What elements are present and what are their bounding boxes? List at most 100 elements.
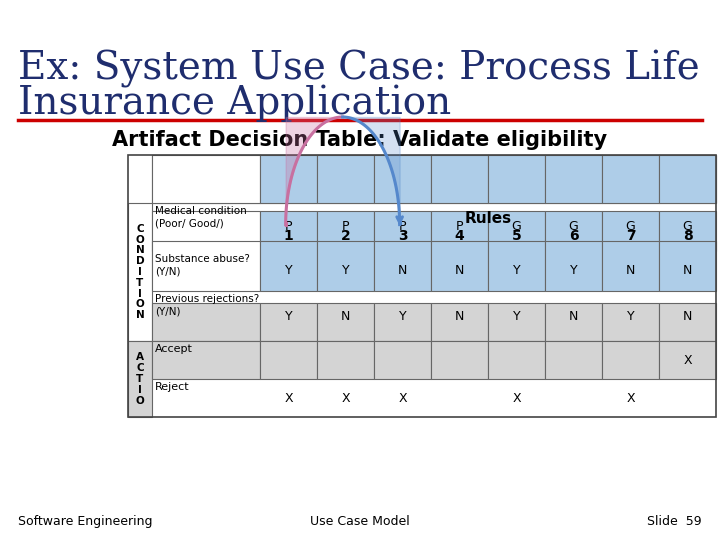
Text: Medical condition
(Poor/ Good/): Medical condition (Poor/ Good/) [155, 206, 247, 228]
Bar [317, 211, 374, 251]
Text: Artifact Decision Table: Validate eligibility: Artifact Decision Table: Validate eligib… [112, 130, 608, 150]
Text: Use Case Model: Use Case Model [310, 515, 410, 528]
Text: Y: Y [513, 309, 521, 322]
Text: Y: Y [284, 309, 292, 322]
Bar [488, 241, 545, 291]
Text: N: N [455, 265, 464, 278]
Bar [374, 155, 431, 203]
Bar [431, 241, 488, 291]
Bar [317, 341, 374, 379]
Text: N: N [683, 265, 692, 278]
Text: Insurance Application: Insurance Application [18, 85, 451, 123]
Bar [128, 203, 152, 341]
Text: Reject: Reject [155, 382, 189, 392]
Bar [602, 341, 659, 379]
Text: X: X [512, 392, 521, 404]
Text: Software Engineering: Software Engineering [18, 515, 153, 528]
Text: N: N [341, 309, 350, 322]
Text: Substance abuse?
(Y/N): Substance abuse? (Y/N) [155, 254, 250, 276]
Text: Y: Y [399, 309, 406, 322]
Text: P: P [399, 220, 406, 233]
Bar [488, 211, 545, 251]
Text: N: N [569, 309, 578, 322]
Bar [602, 155, 659, 203]
Bar [545, 303, 602, 341]
Bar [545, 155, 602, 203]
Text: 6: 6 [569, 229, 578, 243]
Text: A
C
T
I
O: A C T I O [135, 353, 145, 406]
Bar [488, 155, 545, 203]
Bar [545, 341, 602, 379]
Bar [602, 211, 659, 251]
Bar [602, 155, 659, 203]
Text: X: X [683, 354, 692, 367]
Bar [602, 241, 659, 291]
Bar [317, 155, 374, 203]
Text: P: P [456, 220, 463, 233]
Text: N: N [626, 265, 635, 278]
Bar [317, 241, 374, 291]
Bar [260, 241, 317, 291]
Bar [260, 341, 317, 379]
Bar [545, 241, 602, 291]
Bar [152, 241, 260, 291]
Text: 5: 5 [512, 229, 521, 243]
Text: X: X [398, 392, 407, 404]
Bar [431, 303, 488, 341]
Bar [545, 155, 602, 203]
Bar [128, 341, 152, 417]
Bar [374, 303, 431, 341]
Bar [545, 211, 602, 251]
Text: G: G [683, 220, 693, 233]
Bar [659, 155, 716, 203]
Bar [659, 155, 716, 203]
Text: 8: 8 [683, 229, 693, 243]
Text: Y: Y [570, 265, 577, 278]
Bar [374, 155, 431, 203]
Bar [152, 341, 260, 379]
Bar [152, 155, 260, 203]
Bar [659, 341, 716, 379]
Text: G: G [512, 220, 521, 233]
Text: 1: 1 [284, 229, 293, 243]
Bar [128, 155, 716, 417]
Text: 2: 2 [341, 229, 351, 243]
Text: Slide  59: Slide 59 [647, 515, 702, 528]
Bar [431, 155, 488, 203]
Bar [374, 341, 431, 379]
Bar [488, 303, 545, 341]
Bar [260, 155, 317, 203]
Bar [260, 211, 317, 251]
Text: P: P [342, 220, 349, 233]
Text: G: G [626, 220, 635, 233]
Text: Ex: System Use Case: Process Life: Ex: System Use Case: Process Life [18, 50, 700, 88]
Text: Y: Y [342, 265, 349, 278]
Text: X: X [341, 392, 350, 404]
Bar [260, 303, 317, 341]
Text: Y: Y [284, 265, 292, 278]
Text: N: N [455, 309, 464, 322]
Bar [317, 155, 374, 203]
Text: C
O
N
D
I
T
I
O
N: C O N D I T I O N [135, 224, 145, 320]
Text: 7: 7 [626, 229, 635, 243]
Bar [659, 303, 716, 341]
Bar [431, 155, 488, 203]
Bar [488, 341, 545, 379]
Text: 3: 3 [397, 229, 408, 243]
Bar [659, 241, 716, 291]
Text: Accept: Accept [155, 344, 193, 354]
Bar [431, 341, 488, 379]
Bar [152, 211, 260, 251]
Bar [152, 303, 260, 341]
Text: Y: Y [626, 309, 634, 322]
Bar [602, 303, 659, 341]
Bar [374, 241, 431, 291]
Bar [431, 211, 488, 251]
Text: G: G [569, 220, 578, 233]
Bar [317, 303, 374, 341]
Text: N: N [683, 309, 692, 322]
Bar [374, 211, 431, 251]
Text: 4: 4 [454, 229, 464, 243]
Bar [659, 211, 716, 251]
Text: X: X [284, 392, 293, 404]
